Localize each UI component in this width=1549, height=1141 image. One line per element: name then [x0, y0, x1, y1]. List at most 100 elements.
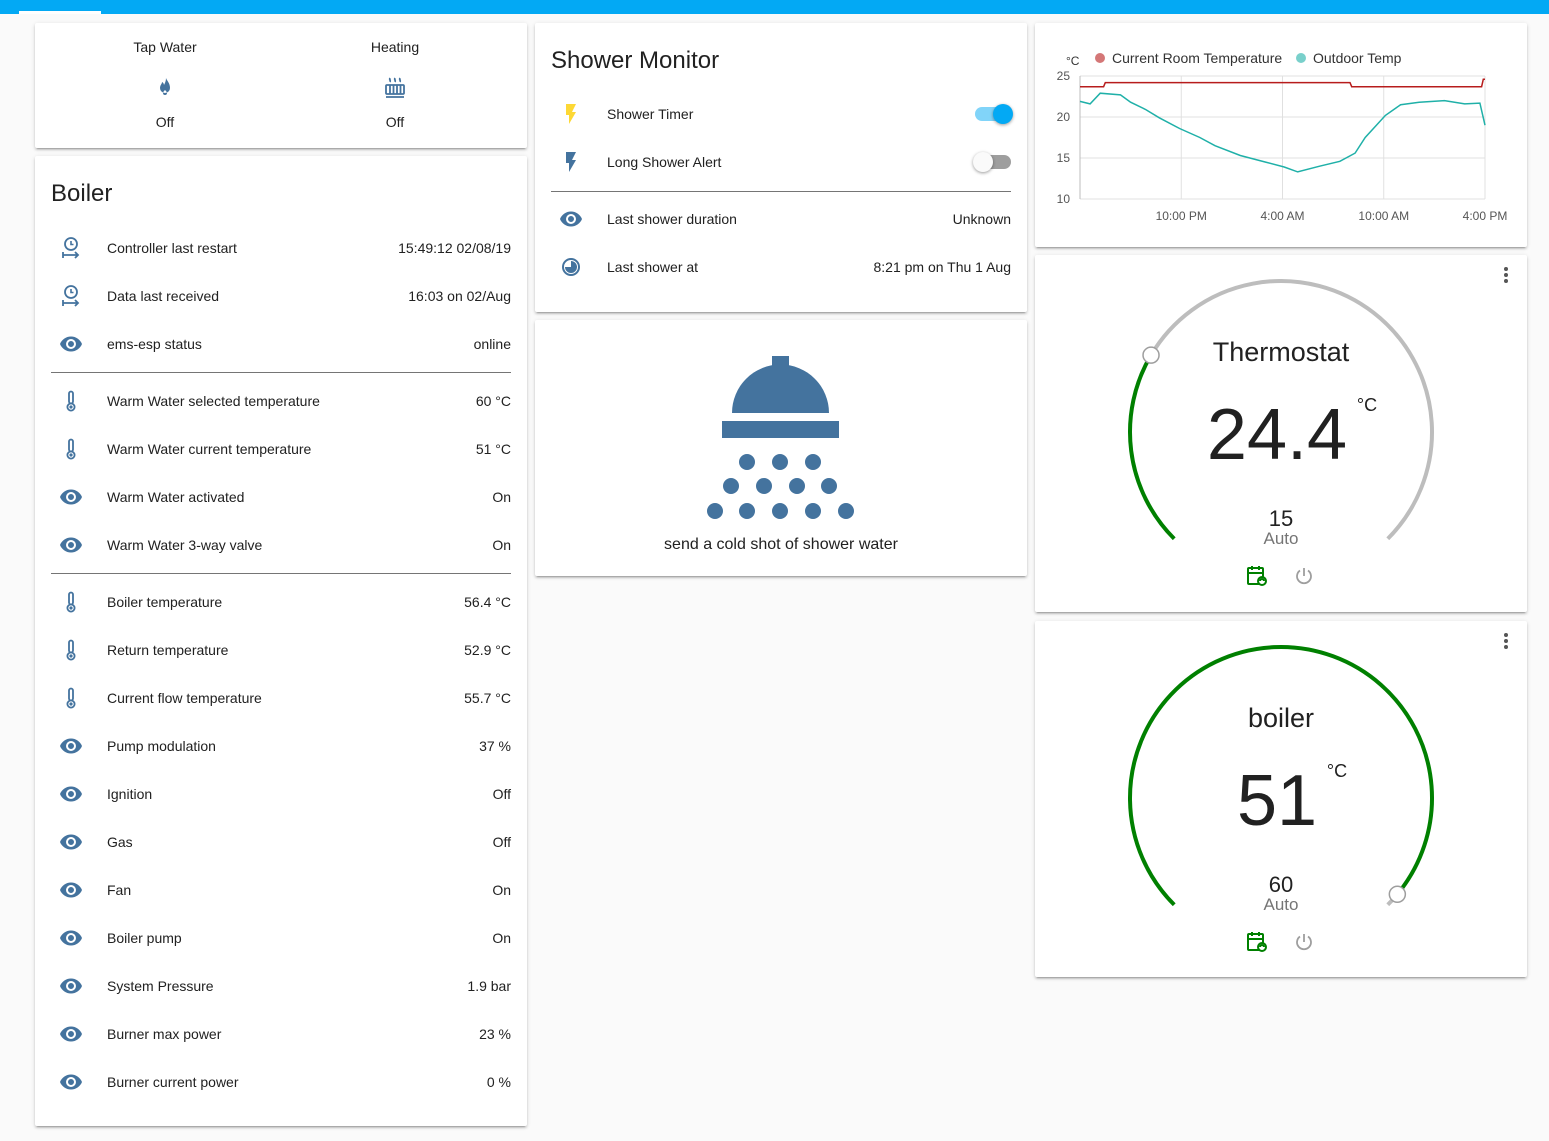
entity-row[interactable]: Controller last restart 15:49:12 02/08/19 — [35, 224, 527, 272]
icon — [59, 437, 83, 461]
target-handle[interactable] — [1388, 885, 1407, 904]
entity-row[interactable]: System Pressure 1.9 bar — [35, 962, 527, 1010]
glance-card: Tap Water Off Heating Off — [35, 23, 527, 148]
entity-name: Data last received — [107, 288, 220, 304]
x-tick-label: 10:00 AM — [1358, 209, 1409, 223]
icon-shape — [60, 787, 82, 802]
icon-shape — [60, 979, 82, 994]
toggle-knob — [973, 152, 993, 172]
entity-value: Off — [492, 786, 511, 802]
gauge-arc-track — [1149, 279, 1434, 541]
y-tick-label: 10 — [1057, 192, 1071, 206]
icon — [59, 284, 83, 308]
entity-row[interactable]: Ignition Off — [35, 770, 527, 818]
power-button[interactable] — [1296, 567, 1312, 585]
entity-name: Long Shower Alert — [607, 154, 722, 170]
entity-value: 16:03 on 02/Aug — [408, 288, 511, 304]
icon-shape — [60, 883, 82, 898]
entity-value: 60 °C — [475, 393, 511, 409]
y-tick-label: 15 — [1057, 151, 1071, 165]
entity-value: Unknown — [952, 211, 1011, 227]
icon — [59, 389, 83, 413]
x-tick-label: 4:00 PM — [1463, 209, 1508, 223]
x-tick-label: 4:00 AM — [1260, 209, 1304, 223]
entity-row[interactable]: Warm Water selected temperature 60 °C — [35, 377, 527, 425]
schedule-button[interactable] — [1247, 565, 1267, 586]
entity-name: Warm Water activated — [107, 489, 245, 505]
history-graph-card: °C 10 15 20 25 10:00 PM 4:00 AM 10:00 AM 4:00 PM… — [1035, 23, 1527, 247]
icon — [59, 830, 83, 854]
entity-value: 51 °C — [475, 441, 511, 457]
hvac-mode: Auto — [1264, 895, 1299, 914]
entities-card: Boiler Controller last restart 15:49:12 0… — [35, 156, 527, 1126]
entity-row[interactable]: Data last received 16:03 on 02/Aug — [35, 272, 527, 320]
entity-name: Heating — [370, 39, 420, 55]
target-handle[interactable] — [1142, 346, 1160, 364]
x-tick-label: 10:00 PM — [1156, 209, 1207, 223]
menu-dot — [1504, 639, 1508, 643]
schedule-button[interactable] — [1247, 931, 1267, 952]
entity-row[interactable]: Burner max power 23 % — [35, 1010, 527, 1058]
icon — [383, 76, 407, 100]
entity-row[interactable]: Fan On — [35, 866, 527, 914]
icon — [559, 255, 583, 279]
entity-state: Off — [155, 114, 175, 130]
entity-name: Warm Water 3-way valve — [107, 537, 263, 553]
icon — [59, 782, 83, 806]
entity-row[interactable]: Burner current power 0 % — [35, 1058, 527, 1106]
thermostat-name: boiler — [1248, 703, 1314, 733]
button-label: send a cold shot of shower water — [664, 536, 898, 553]
legend-label[interactable]: Current Room Temperature — [1112, 50, 1282, 66]
entity-row[interactable]: Warm Water current temperature 51 °C — [35, 425, 527, 473]
legend-label[interactable]: Outdoor Temp — [1313, 50, 1402, 66]
icon-shape — [67, 641, 74, 660]
entity-row[interactable]: Gas Off — [35, 818, 527, 866]
icon — [59, 590, 83, 614]
entity-name: Warm Water current temperature — [107, 441, 312, 457]
power-button[interactable] — [1296, 933, 1312, 951]
picture-button-card[interactable]: send a cold shot of shower water — [535, 320, 1027, 576]
entity-value: 1.9 bar — [467, 978, 511, 994]
icon — [59, 686, 83, 710]
entity-row[interactable]: Warm Water activated On — [35, 473, 527, 521]
shower-head-icon — [707, 356, 854, 519]
icon — [559, 207, 583, 231]
entity-name: Ignition — [107, 786, 153, 802]
entity-row[interactable]: Pump modulation 37 % — [35, 722, 527, 770]
entity-row[interactable]: ems-esp status online — [35, 320, 527, 368]
y-tick-label: 20 — [1057, 110, 1071, 124]
target-temperature: 15 — [1269, 506, 1293, 531]
target-temperature: 60 — [1269, 872, 1293, 897]
temperature-unit: °C — [1357, 395, 1377, 415]
active-tab[interactable] — [19, 11, 101, 14]
entity-name: Fan — [107, 882, 132, 898]
icon-shape — [60, 739, 82, 754]
icon-shape — [60, 835, 82, 850]
toggle-row: Long Shower Alert — [535, 138, 1027, 186]
menu-dot — [1504, 279, 1508, 283]
entity-value: On — [492, 930, 511, 946]
menu-dot — [1504, 273, 1508, 277]
entity-row[interactable]: Boiler temperature 56.4 °C — [35, 578, 527, 626]
toggle-switch[interactable] — [975, 104, 1013, 124]
entity-name: Warm Water selected temperature — [107, 393, 320, 409]
icon — [59, 332, 83, 356]
toggle-switch[interactable] — [973, 152, 1011, 172]
icon-shape — [67, 689, 74, 708]
current-temperature: 24.4 — [1207, 395, 1347, 475]
icon-shape — [160, 78, 170, 95]
entity-value: 52.9 °C — [464, 642, 511, 658]
entity-name: Burner max power — [107, 1026, 222, 1042]
icon-shape — [566, 152, 576, 172]
entity-row[interactable]: Current flow temperature 55.7 °C — [35, 674, 527, 722]
entity-name: Return temperature — [107, 642, 229, 658]
entity-row[interactable]: Warm Water 3-way valve On — [35, 521, 527, 569]
entity-name: Burner current power — [107, 1074, 239, 1090]
entity-name: ems-esp status — [107, 336, 202, 352]
entity-row[interactable]: Boiler pump On — [35, 914, 527, 962]
entity-row[interactable]: Return temperature 52.9 °C — [35, 626, 527, 674]
menu-dot — [1504, 645, 1508, 649]
entity-state: Off — [385, 114, 405, 130]
